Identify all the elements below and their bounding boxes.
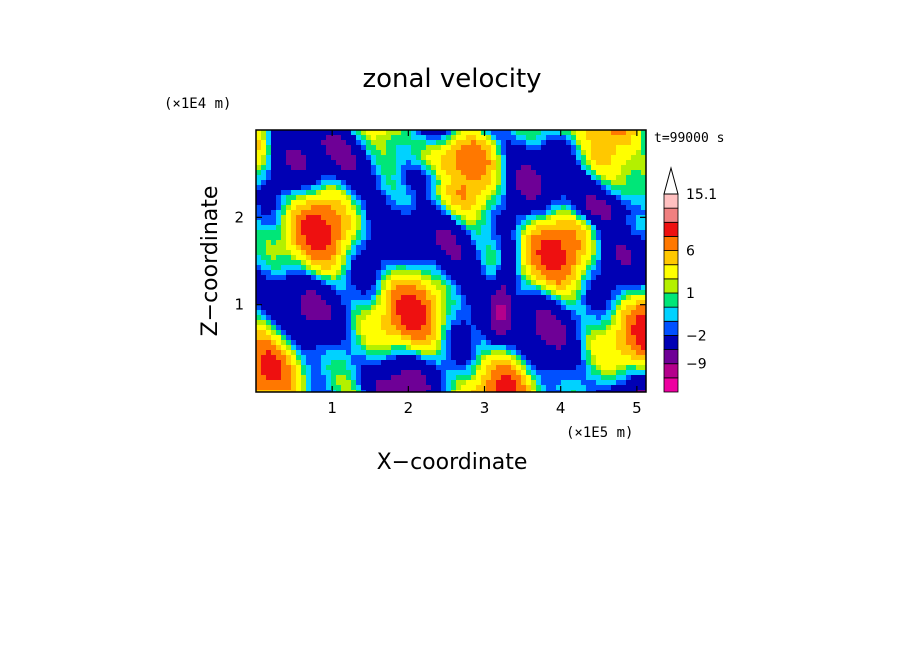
colorbar-swatch [663, 236, 679, 251]
colorbar-label: 6 [686, 244, 695, 260]
y-axis-ticks: 12 [234, 208, 646, 314]
plot-frame [255, 129, 647, 393]
y-scale-note: (×1E4 m) [164, 96, 231, 112]
colorbar-swatch [663, 363, 679, 379]
x-tick-label: 4 [556, 399, 566, 417]
colorbar-label: −9 [686, 357, 707, 373]
colorbar: 15.1 6 1 −2 −9 [663, 166, 717, 393]
colorbar-swatch [663, 193, 679, 209]
colorbar-swatch [663, 264, 679, 280]
x-tick-label: 2 [404, 399, 414, 417]
y-tick-label: 1 [234, 296, 244, 314]
colorbar-swatch [663, 335, 679, 350]
x-tick-label: 1 [327, 399, 337, 417]
colorbar-swatch [663, 207, 679, 223]
colorbar-swatch [663, 320, 679, 336]
colorbar-swatch [663, 377, 679, 393]
chart-title: zonal velocity [362, 64, 541, 94]
x-scale-note: (×1E5 m) [566, 425, 633, 441]
colorbar-swatch [663, 349, 679, 365]
x-tick-label: 3 [480, 399, 490, 417]
colorbar-swatch [663, 221, 679, 237]
colorbar-label: 1 [686, 286, 695, 302]
colorbar-swatch [663, 250, 679, 266]
colorbar-swatch [663, 306, 679, 322]
x-tick-label: 5 [632, 399, 642, 417]
time-label: t=99000 s [654, 131, 724, 146]
colorbar-swatch [663, 278, 679, 294]
x-axis-label: X−coordinate [377, 450, 528, 475]
colorbar-extend-arrow [663, 166, 679, 195]
colorbar-label: 15.1 [686, 187, 717, 203]
y-tick-label: 2 [234, 208, 244, 226]
x-axis-ticks: 1 2 3 4 5 [327, 130, 642, 417]
contour-field [256, 130, 646, 392]
colorbar-label: −2 [686, 328, 707, 344]
y-axis-label: Z−coordinate [198, 186, 223, 337]
colorbar-swatch [663, 292, 679, 308]
